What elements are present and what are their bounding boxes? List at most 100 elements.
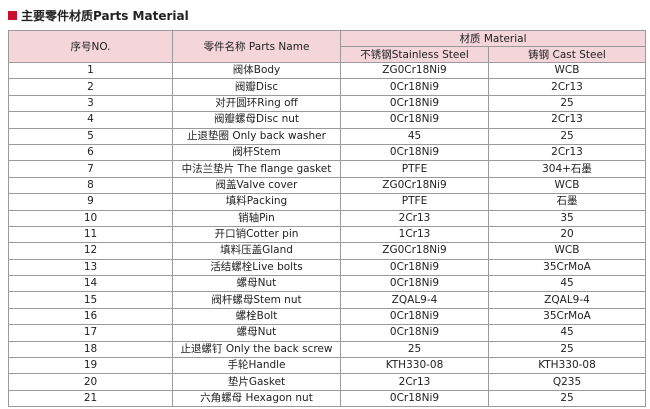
table-cell: 45 [488,324,646,342]
table-cell: 手轮Handle [172,357,341,375]
table-cell: 1 [8,61,173,80]
table-cell: 35CrMoA [488,307,646,326]
table-cell: 0Cr18Ni9 [340,324,489,342]
table-row: 1 阀体Body ZG0Cr18Ni9 WCB [8,61,646,80]
header-cell: 不锈钢Stainless Steel [340,46,489,63]
table-row: 17 螺母Nut 0Cr18Ni9 45 [8,324,646,342]
table-cell: 21 [8,389,173,408]
table-cell: 20 [8,373,173,391]
table-cell: 0Cr18Ni9 [340,78,489,96]
table-cell: 12 [8,242,173,260]
table-cell: 16 [8,307,173,326]
table-cell: 13 [8,258,173,277]
table-row: 12 填料压盖Gland ZG0Cr18Ni9 WCB [8,242,646,260]
table-cell: 阀盖Valve cover [172,176,341,195]
table-row: 14 螺母Nut 0Cr18Ni9 45 [8,275,646,293]
table-cell: 0Cr18Ni9 [340,307,489,326]
table-cell: 活结螺栓Live bolts [172,258,341,277]
table-row: 21 六角螺母 Hexagon nut 0Cr18Ni9 25 [8,389,646,408]
table-cell: 35 [488,209,646,227]
header-cell: 材质 Material [340,30,646,47]
table-cell: 45 [488,275,646,293]
table-cell: 2Cr13 [488,111,646,129]
table-row: 6 阀杆Stem 0Cr18Ni9 2Cr13 [8,143,646,162]
table-cell: 3 [8,94,173,113]
table-cell: 石墨 [488,193,646,211]
section-title: 主要零件材质Parts Material [8,6,189,24]
table-cell: 9 [8,193,173,211]
table-cell: WCB [488,242,646,260]
table-cell: 11 [8,225,173,244]
table-cell: 止退垫圈 Only back washer [172,127,341,145]
table-cell: 螺母Nut [172,324,341,342]
table-row: 18 止退螺钉 Only the back screw 25 25 [8,340,646,359]
table-cell: 对开圆环Ring off [172,94,341,113]
table-cell: 14 [8,275,173,293]
table-cell: 35CrMoA [488,258,646,277]
table-row: 2 阀瓣Disc 0Cr18Ni9 2Cr13 [8,78,646,96]
table-cell: 填料Packing [172,193,341,211]
table-cell: 0Cr18Ni9 [340,275,489,293]
table-cell: 2Cr13 [340,373,489,391]
table-cell: 阀杆螺母Stem nut [172,291,341,309]
table-cell: 开口销Cotter pin [172,225,341,244]
table-row: 8 阀盖Valve cover ZG0Cr18Ni9 WCB [8,176,646,195]
table-cell: Q235 [488,373,646,391]
table-cell: 25 [488,127,646,145]
table-row: 3 对开圆环Ring off 0Cr18Ni9 25 [8,94,646,113]
table-row: 20 垫片Gasket 2Cr13 Q235 [8,373,646,391]
table-row: 7 中法兰垫片 The flange gasket PTFE 304+石墨 [8,160,646,178]
table-cell: PTFE [340,160,489,178]
table-cell: 25 [488,340,646,359]
table-cell: 2Cr13 [340,209,489,227]
table-cell: 填料压盖Gland [172,242,341,260]
table-row: 4 阀瓣螺母Disc nut 0Cr18Ni9 2Cr13 [8,111,646,129]
table-cell: KTH330-08 [488,357,646,375]
table-cell: 8 [8,176,173,195]
table-cell: ZQAL9-4 [340,291,489,309]
table-cell: 17 [8,324,173,342]
table-row: 16 螺栓Bolt 0Cr18Ni9 35CrMoA [8,307,646,326]
header-cell: 铸钢 Cast Steel [488,46,646,63]
materials-table: 序号NO. 零件名称 Parts Name 材质 Material 不锈钢Sta… [8,30,646,408]
table-cell: 2 [8,78,173,96]
table-cell: 10 [8,209,173,227]
table-cell: 2Cr13 [488,143,646,162]
table-cell: PTFE [340,193,489,211]
table-cell: 0Cr18Ni9 [340,111,489,129]
table-cell: 阀杆Stem [172,143,341,162]
table-cell: 销轴Pin [172,209,341,227]
table-cell: 0Cr18Ni9 [340,389,489,408]
title-icon [8,10,17,20]
table-cell: KTH330-08 [340,357,489,375]
table-body: 1 阀体Body ZG0Cr18Ni9 WCB 2 阀瓣Disc 0Cr18Ni9 2Cr13… [8,61,646,408]
table-cell: WCB [488,61,646,80]
table-row: 13 活结螺栓Live bolts 0Cr18Ni9 35CrMoA [8,258,646,277]
table-cell: ZG0Cr18Ni9 [340,176,489,195]
table-cell: 6 [8,143,173,162]
table-cell: 25 [340,340,489,359]
table-cell: 4 [8,111,173,129]
table-cell: ZQAL9-4 [488,291,646,309]
title-text: 主要零件材质Parts Material [21,8,189,23]
table-cell: 20 [488,225,646,244]
table-cell: 中法兰垫片 The flange gasket [172,160,341,178]
table-cell: 0Cr18Ni9 [340,258,489,277]
table-cell: 5 [8,127,173,145]
table-row: 15 阀杆螺母Stem nut ZQAL9-4 ZQAL9-4 [8,291,646,309]
table-cell: 19 [8,357,173,375]
table-cell: 2Cr13 [488,78,646,96]
table-cell: ZG0Cr18Ni9 [340,242,489,260]
table-row: 9 填料Packing PTFE 石墨 [8,193,646,211]
table-cell: 15 [8,291,173,309]
table-cell: 螺栓Bolt [172,307,341,326]
table-cell: 0Cr18Ni9 [340,94,489,113]
table-cell: 18 [8,340,173,359]
table-cell: 阀体Body [172,61,341,80]
table-row: 10 销轴Pin 2Cr13 35 [8,209,646,227]
table-cell: 螺母Nut [172,275,341,293]
table-row: 11 开口销Cotter pin 1Cr13 20 [8,225,646,244]
table-cell: 25 [488,389,646,408]
table-cell: WCB [488,176,646,195]
